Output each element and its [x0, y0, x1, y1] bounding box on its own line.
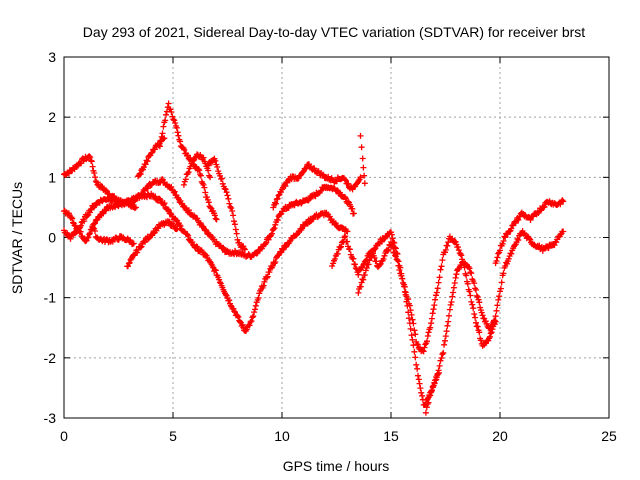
data-points [61, 100, 567, 416]
series-track-9 [204, 155, 248, 253]
y-tick-label: 2 [48, 109, 56, 125]
series-markers [180, 151, 214, 188]
series-track-7 [135, 135, 168, 180]
grid-lines [64, 57, 609, 418]
series-track-12 [355, 228, 567, 355]
x-tick-label: 10 [274, 428, 290, 444]
series-markers [61, 195, 139, 242]
x-tick-label: 25 [601, 428, 617, 444]
x-tick-label: 20 [492, 428, 508, 444]
series-markers [61, 190, 351, 334]
series-track-8 [180, 151, 214, 188]
chart-title: Day 293 of 2021, Sidereal Day-to-day VTE… [83, 24, 585, 40]
series-markers [492, 197, 567, 267]
x-tick-label: 15 [383, 428, 399, 444]
series-markers [124, 218, 181, 270]
series-markers [135, 135, 168, 180]
series-markers [357, 132, 368, 187]
series-track-2 [61, 190, 351, 334]
axis-ticks: 0 5 10 15 20 25 -3 -2 -1 0 1 2 3 [44, 49, 617, 444]
y-tick-label: 1 [48, 169, 56, 185]
series-markers [204, 155, 248, 253]
x-axis-label: GPS time / hours [283, 458, 390, 474]
y-axis-label: SDTVAR / TECUs [9, 182, 25, 294]
series-track-13 [492, 197, 567, 267]
series-track-4 [89, 223, 137, 248]
y-tick-label: -2 [44, 350, 57, 366]
x-tick-label: 0 [60, 428, 68, 444]
x-tick-label: 5 [169, 428, 177, 444]
series-markers [355, 228, 567, 355]
series-markers [89, 223, 137, 248]
series-track-15 [422, 369, 442, 416]
y-tick-label: -3 [44, 410, 57, 426]
series-track-5 [124, 218, 181, 270]
series-markers [422, 369, 442, 416]
series-track-10 [270, 161, 364, 211]
series-markers [270, 161, 364, 211]
y-tick-label: 0 [48, 230, 56, 246]
series-track-14 [357, 132, 368, 187]
y-tick-label: 3 [48, 49, 56, 65]
series-track-3 [61, 195, 139, 242]
y-tick-label: -1 [44, 290, 57, 306]
